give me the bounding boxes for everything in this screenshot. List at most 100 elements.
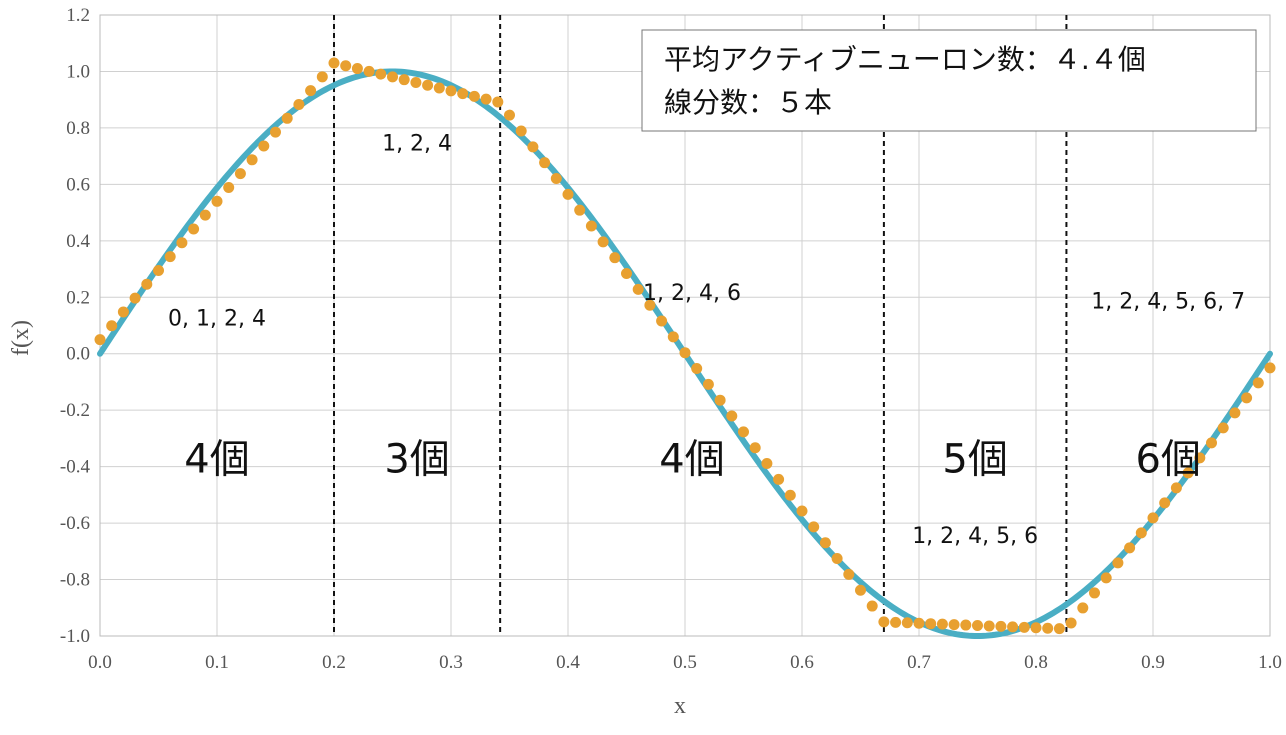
x-axis: 0.0 0.1 0.2 0.3 0.4 0.5 0.6 0.7 0.8 0.9 1.0 bbox=[88, 652, 1282, 673]
y-tick-label: 0.0 bbox=[66, 344, 90, 365]
x-tick-label: 0.5 bbox=[673, 652, 697, 673]
y-tick-label: 0.8 bbox=[66, 118, 90, 139]
y-tick-label: 0.4 bbox=[66, 231, 90, 252]
y-axis-title: f(x) bbox=[8, 320, 34, 356]
approximation-dot bbox=[375, 68, 387, 80]
approximation-dot bbox=[644, 299, 656, 311]
approximation-dot bbox=[702, 378, 714, 390]
approximation-dot bbox=[808, 521, 820, 533]
x-axis-title: x bbox=[674, 693, 686, 719]
segment-count-label: 6個 bbox=[1135, 436, 1200, 482]
approximation-dot bbox=[585, 220, 597, 232]
approximation-dot bbox=[539, 157, 551, 169]
x-tick-label: 0.9 bbox=[1141, 652, 1165, 673]
y-tick-label: -0.2 bbox=[60, 400, 90, 421]
x-tick-label: 0.8 bbox=[1024, 652, 1048, 673]
approximation-dot bbox=[1170, 482, 1182, 494]
approximation-dot bbox=[258, 140, 270, 152]
approximation-dot bbox=[1007, 621, 1019, 633]
approximation-dot bbox=[457, 88, 469, 100]
approximation-dot bbox=[1018, 621, 1030, 633]
approximation-dot bbox=[972, 620, 983, 632]
approximation-dot bbox=[936, 618, 948, 630]
segment-counts: 4個 3個 4個 5個 6個 bbox=[184, 436, 1201, 482]
approximation-dot bbox=[609, 252, 621, 264]
approximation-dot bbox=[1206, 437, 1217, 449]
approximation-dot bbox=[281, 112, 293, 124]
approximation-dot bbox=[328, 57, 340, 69]
legend-avg-neurons: 平均アクティブニューロン数：４.４個 bbox=[664, 43, 1146, 76]
approximation-dot bbox=[433, 82, 445, 94]
approximation-dot bbox=[597, 236, 609, 248]
y-tick-label: 0.2 bbox=[66, 287, 90, 308]
legend-segment-count: 線分数：５本 bbox=[664, 86, 832, 119]
approximation-dot bbox=[632, 283, 644, 295]
approximation-dot bbox=[246, 154, 258, 166]
approximation-dot bbox=[527, 141, 539, 153]
approximation-dot bbox=[995, 620, 1007, 632]
y-tick-label: 1.2 bbox=[66, 5, 90, 26]
approximation-dot bbox=[948, 619, 960, 631]
approximation-dot bbox=[925, 618, 937, 630]
x-tick-label: 1.0 bbox=[1258, 652, 1282, 673]
approximation-dot bbox=[773, 473, 785, 485]
approximation-dot bbox=[1241, 392, 1253, 404]
approximation-dot bbox=[363, 65, 375, 77]
approximation-dot bbox=[1112, 557, 1124, 569]
approximation-dot bbox=[656, 315, 668, 327]
approximation-dot bbox=[1042, 622, 1054, 634]
approximation-dot bbox=[164, 251, 176, 263]
approximation-dot bbox=[960, 619, 972, 631]
approximation-dot bbox=[550, 173, 562, 185]
approximation-dot bbox=[94, 334, 106, 346]
approximation-dot bbox=[761, 458, 773, 470]
approximation-dot bbox=[1077, 602, 1089, 614]
segment-count-label: 4個 bbox=[184, 436, 249, 482]
approximation-dot bbox=[866, 600, 878, 612]
approximation-dot bbox=[398, 74, 410, 86]
approximation-dot bbox=[410, 76, 422, 88]
approximation-dot bbox=[305, 85, 317, 97]
y-tick-label: -0.8 bbox=[60, 570, 90, 591]
y-tick-label: 0.6 bbox=[66, 174, 90, 195]
y-tick-label: -1.0 bbox=[60, 626, 90, 647]
approximation-dot bbox=[819, 537, 831, 549]
approximation-dot bbox=[117, 306, 129, 318]
approximation-dot bbox=[1030, 622, 1042, 634]
approximation-dot bbox=[293, 98, 305, 110]
approximation-dot bbox=[562, 188, 574, 200]
approximation-dot bbox=[679, 347, 691, 359]
approximation-dot bbox=[574, 204, 586, 216]
approximation-dot bbox=[211, 195, 223, 207]
approximation-dot bbox=[316, 71, 328, 83]
approximation-dot bbox=[843, 568, 855, 580]
approximation-dot bbox=[129, 292, 141, 304]
y-axis: 1.2 1.0 0.8 0.6 0.4 0.2 0.0 -0.2 -0.4 -0.6 -0.8 -1.… bbox=[60, 5, 91, 647]
approximation-dot bbox=[831, 553, 843, 565]
approximation-dot bbox=[515, 125, 527, 137]
approximation-dot bbox=[738, 426, 749, 438]
approximation-dot bbox=[691, 363, 703, 375]
grid bbox=[99, 14, 1271, 637]
segment-neurons-label: 1, 2, 4, 5, 6, 7 bbox=[1091, 290, 1245, 315]
approximation-dot bbox=[1252, 377, 1264, 389]
approximation-dot bbox=[387, 71, 398, 83]
approximation-dots bbox=[94, 57, 1276, 635]
approximation-dot bbox=[667, 331, 679, 343]
approximation-dot bbox=[234, 168, 246, 180]
y-tick-label: -0.6 bbox=[60, 513, 90, 534]
x-tick-label: 0.7 bbox=[907, 652, 931, 673]
approximation-dot bbox=[1159, 497, 1171, 509]
approximation-dot bbox=[468, 90, 480, 102]
approximation-dot bbox=[141, 278, 153, 290]
approximation-dot bbox=[714, 394, 726, 406]
segment-count-label: 3個 bbox=[384, 436, 449, 482]
approximation-dot bbox=[1147, 512, 1159, 524]
approximation-dot bbox=[445, 85, 457, 97]
approximation-dot bbox=[1194, 452, 1206, 464]
approximation-dot bbox=[913, 617, 925, 629]
x-tick-label: 0.6 bbox=[790, 652, 814, 673]
approximation-dot bbox=[1217, 422, 1229, 434]
approximation-dot bbox=[1182, 467, 1194, 479]
